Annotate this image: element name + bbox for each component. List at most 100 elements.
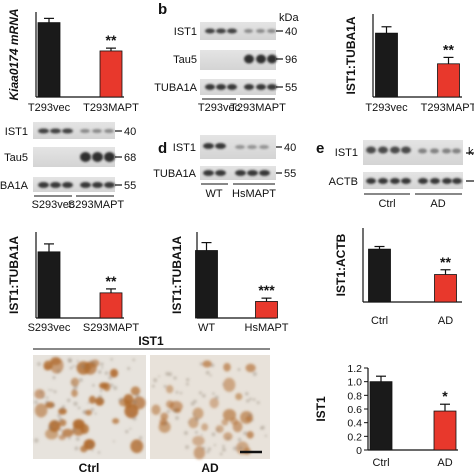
nucleus-dot [68, 359, 72, 363]
blot-b: kDa IST1 Tau5 TUBA1A 40 96 55 T293vec T2… [154, 12, 299, 114]
blot-e-row-label-actb: ACTB [329, 176, 358, 188]
nucleus-dot [222, 444, 225, 448]
stained-cell [235, 392, 243, 401]
stained-cell [221, 418, 229, 426]
band-ist1 [215, 143, 226, 149]
blot-d-group-label-wt: WT [205, 188, 222, 200]
ihc-panel: IST1 Ctrl AD [33, 334, 270, 474]
nucleus-dot [92, 361, 96, 365]
nucleus-dot [249, 397, 252, 401]
band-tuba1a [205, 84, 215, 90]
chart-c-ratio: S293vec S293MAPT ** IST1:TUBA1A [7, 232, 139, 334]
band-actb [390, 178, 400, 184]
nucleus-dot [252, 371, 257, 377]
nucleus-dot [198, 391, 203, 395]
category-label: T293vec [365, 102, 408, 114]
nucleus-dot [185, 445, 190, 450]
bar-treated [433, 410, 457, 451]
nucleus-dot [199, 362, 203, 366]
band-ist1 [216, 28, 226, 34]
stained-cell [83, 439, 96, 450]
nucleus-dot [243, 431, 248, 436]
band-ist1 [452, 148, 461, 154]
nucleus-dot [185, 378, 190, 382]
significance-mark: ** [106, 32, 117, 48]
nucleus-dot [51, 403, 55, 407]
nucleus-dot [66, 398, 71, 403]
nucleus-dot [76, 359, 79, 363]
nucleus-dot [99, 389, 103, 393]
blot-c-strip-tuba1a [33, 177, 115, 192]
stained-cell [99, 382, 108, 389]
stained-cell [223, 377, 236, 392]
bar-control [369, 381, 393, 451]
band-actb [366, 178, 376, 184]
band-tuba1a [247, 170, 258, 176]
nucleus-dot [58, 417, 63, 422]
stained-cell [85, 409, 92, 416]
band-ist1 [430, 148, 439, 154]
stained-cell [246, 431, 254, 439]
nucleus-dot [192, 413, 196, 416]
nucleus-dot [78, 378, 83, 383]
blot-c-bands [38, 128, 115, 188]
nucleus-dot [97, 370, 102, 374]
chart-f-ist1: 0 0.20.4 0.6 0.81.0 1.2 Ctrl AD * IST1 [314, 363, 458, 469]
blot-b-strip-ist1 [200, 22, 276, 40]
blot-c-group-label-mapt: S293MAPT [68, 199, 125, 211]
band-ist1 [418, 148, 427, 154]
y-axis-label: IST1:ACTB [334, 233, 348, 296]
nucleus-dot [73, 385, 78, 390]
nucleus-dot [72, 364, 75, 368]
band-ist1 [203, 143, 214, 149]
stained-cell [72, 424, 85, 436]
band-actb [418, 178, 428, 184]
nucleus-dot [110, 357, 113, 361]
nucleus-dot [259, 426, 263, 430]
band-ist1 [50, 128, 61, 134]
band-tuba1a [244, 84, 254, 90]
nucleus-dot [219, 452, 223, 456]
nucleus-dot [81, 364, 86, 369]
band-tuba1a [227, 84, 237, 90]
ihc-label-ctrl: Ctrl [79, 461, 100, 474]
y-tick-label: 1.0 [347, 377, 362, 389]
category-label: T293vec [28, 102, 71, 114]
nucleus-dot [226, 436, 230, 440]
blot-b-row-label-ist1: IST1 [174, 26, 197, 38]
nucleus-dot [91, 449, 94, 452]
nucleus-dot [50, 389, 53, 392]
y-axis-label: IST1:TUBA1A [344, 16, 358, 94]
stained-cell [123, 393, 134, 405]
nucleus-dot [67, 436, 72, 440]
band-ist1 [259, 145, 269, 149]
nucleus-dot [82, 410, 85, 413]
nucleus-dot [209, 374, 212, 377]
stained-cell [192, 435, 205, 446]
nucleus-dot [237, 367, 241, 372]
nucleus-dot [194, 417, 200, 422]
nucleus-dot [104, 371, 109, 375]
nucleus-dot [222, 383, 225, 386]
nucleus-dot [238, 446, 243, 450]
blot-c-row-label-ist1: IST1 [5, 126, 28, 138]
nucleus-dot [221, 447, 226, 452]
nucleus-dot [135, 393, 140, 398]
nucleus-dot [108, 375, 113, 380]
band-tau5 [244, 54, 254, 64]
stained-cell [245, 363, 256, 373]
nucleus-dot [175, 416, 179, 421]
blot-c-row-label-tau5: Tau5 [4, 152, 28, 164]
blot-d-bands [203, 143, 270, 176]
stained-cell [88, 395, 96, 404]
nucleus-dot [101, 366, 104, 369]
band-ist1 [366, 146, 376, 154]
band-ist1 [244, 29, 253, 33]
blot-b-bands [205, 28, 277, 90]
blot-c-marker-68: 68 [124, 152, 136, 164]
stained-cell [232, 421, 243, 433]
stained-cell [160, 412, 169, 421]
band-ist1 [267, 29, 276, 33]
nucleus-dot [194, 430, 198, 434]
nucleus-dot [97, 451, 101, 454]
